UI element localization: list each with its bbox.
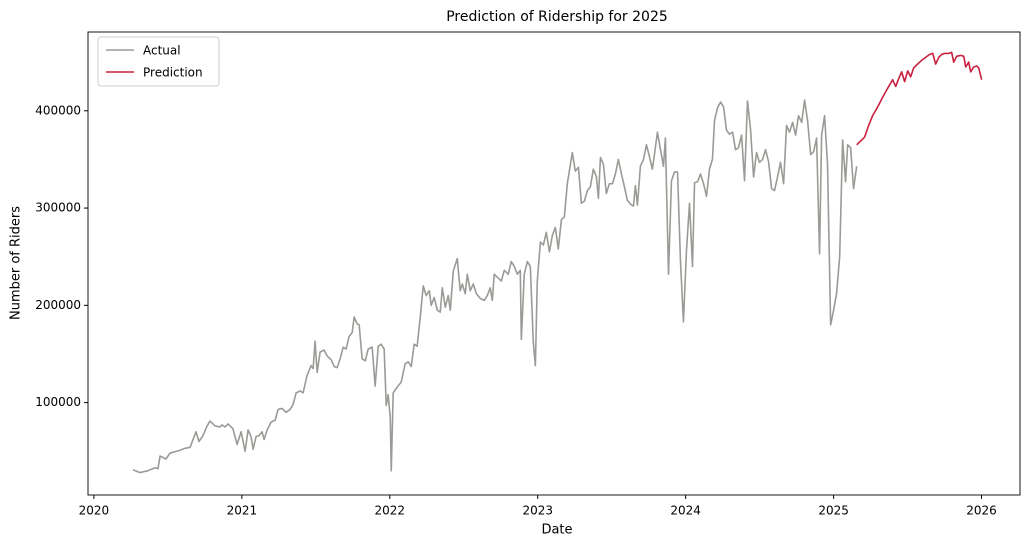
x-tick-label: 2024 [670,504,701,518]
plot-frame [87,31,1021,496]
y-tick-label: 200000 [35,298,81,312]
chart-title: Prediction of Ridership for 2025 [446,9,668,25]
y-tick-label: 300000 [35,201,81,215]
x-tick-label: 2025 [818,504,849,518]
x-tick-label: 2022 [375,504,406,518]
series-line [856,51,983,146]
x-tick-label: 2021 [227,504,258,518]
y-tick-label: 100000 [35,395,81,409]
y-tick-label: 400000 [35,103,81,117]
x-tick-label: 2023 [522,504,553,518]
legend-label: Actual [143,44,181,58]
x-tick-label: 2026 [966,504,997,518]
x-axis-label: Date [541,523,572,538]
series-line [132,99,858,474]
y-axis-label: Number of Riders [9,206,24,320]
x-tick-label: 2020 [79,504,110,518]
legend-label: Prediction [143,66,203,80]
